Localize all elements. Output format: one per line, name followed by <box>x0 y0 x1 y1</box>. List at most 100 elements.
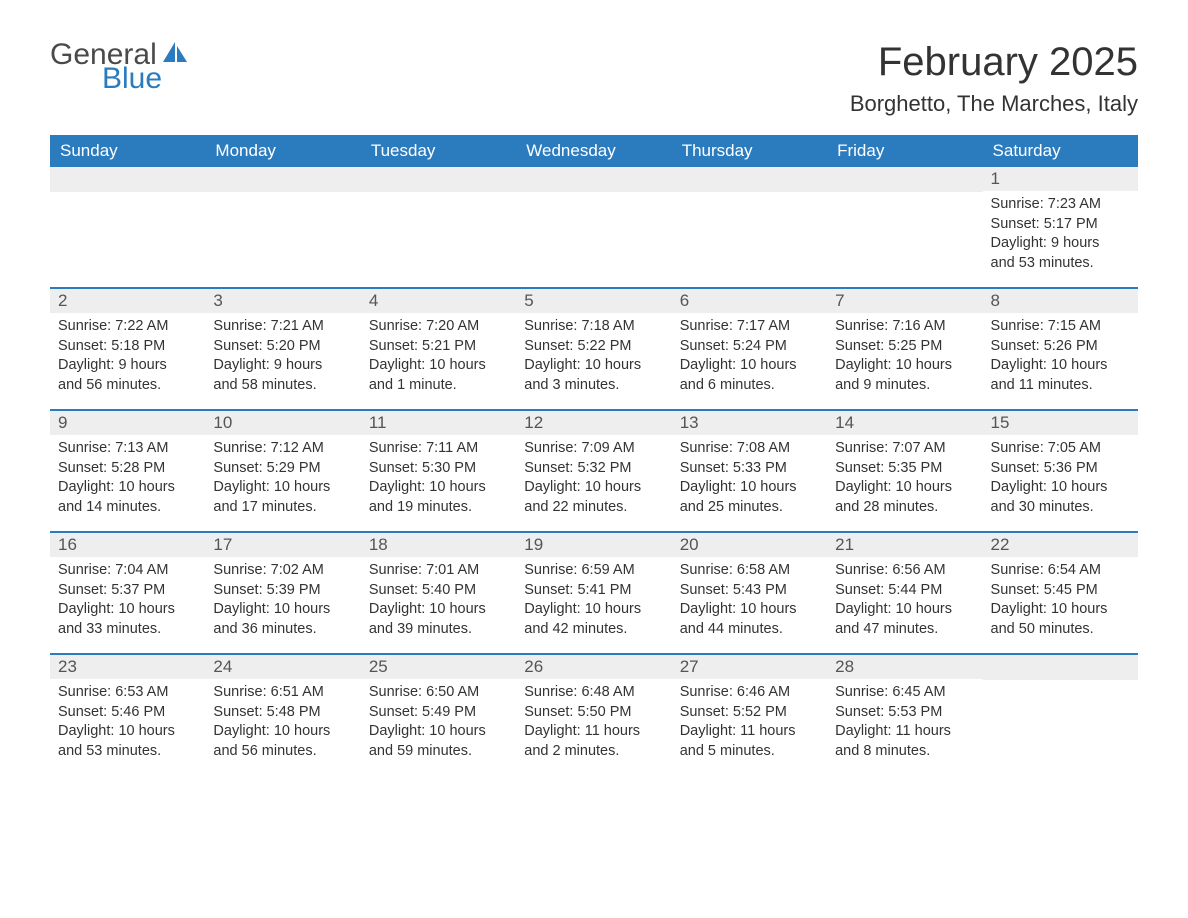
day-line: Sunset: 5:52 PM <box>680 703 819 723</box>
day-line: and 30 minutes. <box>991 498 1130 518</box>
day-number: 1 <box>983 167 1138 191</box>
day-header: Tuesday <box>361 135 516 167</box>
day-number: 22 <box>983 533 1138 557</box>
day-line: Daylight: 11 hours <box>524 722 663 742</box>
day-body: Sunrise: 7:23 AMSunset: 5:17 PMDaylight:… <box>983 191 1138 285</box>
logo-sail-icon <box>161 40 189 69</box>
day-cell <box>361 167 516 287</box>
day-number: 16 <box>50 533 205 557</box>
day-line: Sunset: 5:45 PM <box>991 581 1130 601</box>
day-line: Sunrise: 6:58 AM <box>680 561 819 581</box>
day-number: 18 <box>361 533 516 557</box>
day-line: Daylight: 10 hours <box>213 600 352 620</box>
day-line: Sunset: 5:30 PM <box>369 459 508 479</box>
day-line: Daylight: 10 hours <box>680 478 819 498</box>
day-line: Sunrise: 6:48 AM <box>524 683 663 703</box>
day-body: Sunrise: 7:09 AMSunset: 5:32 PMDaylight:… <box>516 435 671 529</box>
day-line: Sunset: 5:53 PM <box>835 703 974 723</box>
day-line: and 14 minutes. <box>58 498 197 518</box>
day-body: Sunrise: 7:08 AMSunset: 5:33 PMDaylight:… <box>672 435 827 529</box>
day-line: Daylight: 10 hours <box>369 600 508 620</box>
day-cell <box>672 167 827 287</box>
day-line: Daylight: 10 hours <box>835 600 974 620</box>
day-line: Daylight: 10 hours <box>991 356 1130 376</box>
day-line: and 3 minutes. <box>524 376 663 396</box>
day-line: and 33 minutes. <box>58 620 197 640</box>
day-cell: 17Sunrise: 7:02 AMSunset: 5:39 PMDayligh… <box>205 533 360 653</box>
day-cell: 9Sunrise: 7:13 AMSunset: 5:28 PMDaylight… <box>50 411 205 531</box>
day-line: and 56 minutes. <box>213 742 352 762</box>
day-body: Sunrise: 6:54 AMSunset: 5:45 PMDaylight:… <box>983 557 1138 651</box>
day-cell: 14Sunrise: 7:07 AMSunset: 5:35 PMDayligh… <box>827 411 982 531</box>
day-cell: 3Sunrise: 7:21 AMSunset: 5:20 PMDaylight… <box>205 289 360 409</box>
day-number: 4 <box>361 289 516 313</box>
day-line: Sunset: 5:21 PM <box>369 337 508 357</box>
day-line: Sunrise: 7:17 AM <box>680 317 819 337</box>
day-number: 24 <box>205 655 360 679</box>
day-line: and 36 minutes. <box>213 620 352 640</box>
day-line: and 47 minutes. <box>835 620 974 640</box>
day-line: Sunset: 5:18 PM <box>58 337 197 357</box>
day-line: Daylight: 10 hours <box>213 722 352 742</box>
day-line: Daylight: 10 hours <box>835 478 974 498</box>
day-line: Sunset: 5:39 PM <box>213 581 352 601</box>
day-cell: 24Sunrise: 6:51 AMSunset: 5:48 PMDayligh… <box>205 655 360 775</box>
day-line: Sunrise: 7:23 AM <box>991 195 1130 215</box>
day-line: Sunset: 5:48 PM <box>213 703 352 723</box>
week-row: 2Sunrise: 7:22 AMSunset: 5:18 PMDaylight… <box>50 287 1138 409</box>
day-line: Daylight: 10 hours <box>213 478 352 498</box>
day-line: Sunset: 5:26 PM <box>991 337 1130 357</box>
day-line: Daylight: 10 hours <box>680 600 819 620</box>
day-line: Sunrise: 7:12 AM <box>213 439 352 459</box>
day-line: Daylight: 10 hours <box>369 722 508 742</box>
day-body: Sunrise: 7:02 AMSunset: 5:39 PMDaylight:… <box>205 557 360 651</box>
day-line: and 6 minutes. <box>680 376 819 396</box>
day-line: Sunrise: 7:22 AM <box>58 317 197 337</box>
day-cell: 19Sunrise: 6:59 AMSunset: 5:41 PMDayligh… <box>516 533 671 653</box>
day-line: and 28 minutes. <box>835 498 974 518</box>
day-number: 5 <box>516 289 671 313</box>
day-cell: 25Sunrise: 6:50 AMSunset: 5:49 PMDayligh… <box>361 655 516 775</box>
day-line: Sunset: 5:29 PM <box>213 459 352 479</box>
day-line: Sunset: 5:17 PM <box>991 215 1130 235</box>
day-number: 21 <box>827 533 982 557</box>
day-line: Sunrise: 7:21 AM <box>213 317 352 337</box>
day-line: and 1 minute. <box>369 376 508 396</box>
day-number: 17 <box>205 533 360 557</box>
day-body: Sunrise: 6:58 AMSunset: 5:43 PMDaylight:… <box>672 557 827 651</box>
day-line: Daylight: 10 hours <box>58 478 197 498</box>
day-body: Sunrise: 6:56 AMSunset: 5:44 PMDaylight:… <box>827 557 982 651</box>
day-cell: 6Sunrise: 7:17 AMSunset: 5:24 PMDaylight… <box>672 289 827 409</box>
calendar: SundayMondayTuesdayWednesdayThursdayFrid… <box>50 135 1138 775</box>
day-body: Sunrise: 7:15 AMSunset: 5:26 PMDaylight:… <box>983 313 1138 407</box>
day-cell <box>50 167 205 287</box>
day-number: 23 <box>50 655 205 679</box>
day-number: 10 <box>205 411 360 435</box>
day-number: 15 <box>983 411 1138 435</box>
day-line: Sunrise: 7:15 AM <box>991 317 1130 337</box>
day-line: and 17 minutes. <box>213 498 352 518</box>
day-line: Sunset: 5:49 PM <box>369 703 508 723</box>
day-line: and 19 minutes. <box>369 498 508 518</box>
day-line: Daylight: 9 hours <box>991 234 1130 254</box>
day-cell: 13Sunrise: 7:08 AMSunset: 5:33 PMDayligh… <box>672 411 827 531</box>
day-line: and 50 minutes. <box>991 620 1130 640</box>
week-row: 1Sunrise: 7:23 AMSunset: 5:17 PMDaylight… <box>50 167 1138 287</box>
day-line: Daylight: 9 hours <box>213 356 352 376</box>
day-line: and 58 minutes. <box>213 376 352 396</box>
day-cell: 21Sunrise: 6:56 AMSunset: 5:44 PMDayligh… <box>827 533 982 653</box>
day-number: 9 <box>50 411 205 435</box>
day-line: Daylight: 11 hours <box>680 722 819 742</box>
day-body: Sunrise: 6:45 AMSunset: 5:53 PMDaylight:… <box>827 679 982 773</box>
day-cell: 26Sunrise: 6:48 AMSunset: 5:50 PMDayligh… <box>516 655 671 775</box>
day-cell: 15Sunrise: 7:05 AMSunset: 5:36 PMDayligh… <box>983 411 1138 531</box>
logo: General Blue <box>50 40 189 94</box>
day-header-row: SundayMondayTuesdayWednesdayThursdayFrid… <box>50 135 1138 167</box>
day-line: and 39 minutes. <box>369 620 508 640</box>
day-body: Sunrise: 7:18 AMSunset: 5:22 PMDaylight:… <box>516 313 671 407</box>
day-number: 12 <box>516 411 671 435</box>
day-line: Sunset: 5:46 PM <box>58 703 197 723</box>
day-line: Sunset: 5:40 PM <box>369 581 508 601</box>
day-line: and 8 minutes. <box>835 742 974 762</box>
day-body: Sunrise: 6:53 AMSunset: 5:46 PMDaylight:… <box>50 679 205 773</box>
